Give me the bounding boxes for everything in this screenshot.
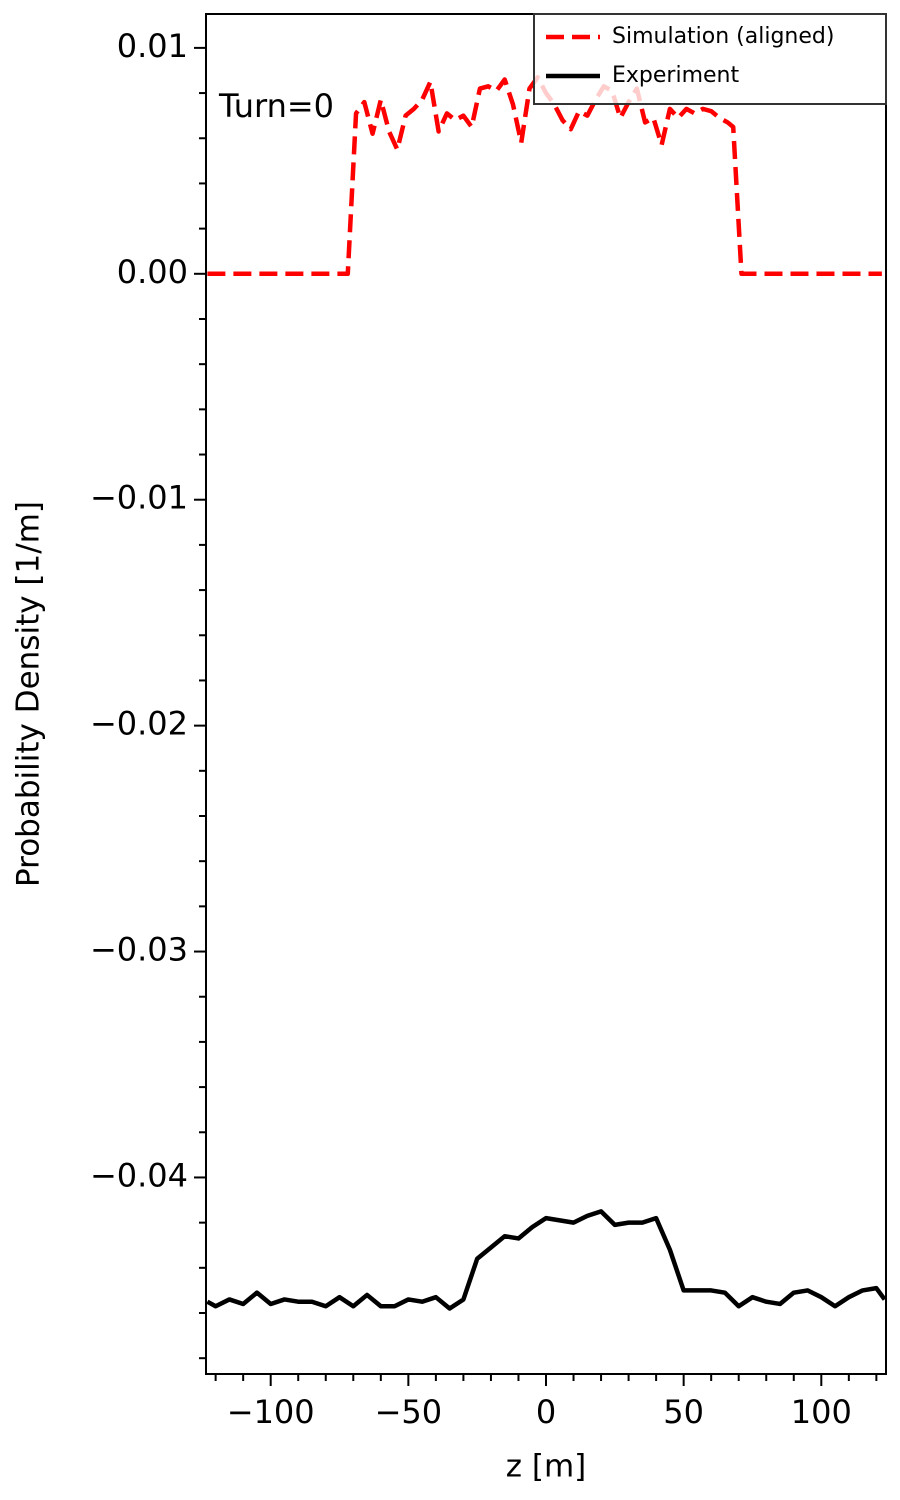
- plot-frame: [205, 13, 887, 1375]
- x-tick-label: 0: [536, 1393, 556, 1431]
- x-tick-label: 100: [791, 1393, 852, 1431]
- y-tick-label: −0.03: [90, 931, 188, 969]
- x-tick-label: 50: [663, 1393, 704, 1431]
- legend-label: Experiment: [612, 63, 739, 88]
- y-axis-label: Probability Density [1/m]: [11, 501, 47, 887]
- annotation: Turn=0: [218, 87, 334, 125]
- x-tick-label: −100: [227, 1393, 315, 1431]
- x-axis-label: z [m]: [506, 1449, 587, 1485]
- legend-label: Simulation (aligned): [612, 24, 834, 49]
- y-tick-label: 0.01: [117, 27, 188, 65]
- y-tick-label: −0.01: [90, 479, 188, 517]
- legend-box: [533, 13, 887, 105]
- series-line: [206, 1209, 887, 1311]
- y-tick-label: −0.02: [90, 705, 188, 743]
- x-tick-label: −50: [375, 1393, 443, 1431]
- y-tick-label: 0.00: [117, 253, 188, 291]
- y-tick-label: −0.04: [90, 1156, 188, 1194]
